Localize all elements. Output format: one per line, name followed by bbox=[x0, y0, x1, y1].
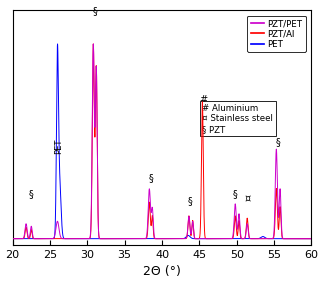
Text: §: § bbox=[29, 189, 34, 199]
Text: PET: PET bbox=[54, 139, 63, 154]
Text: # Aluminium
¤ Stainless steel
§ PZT: # Aluminium ¤ Stainless steel § PZT bbox=[202, 104, 273, 134]
X-axis label: 2Θ (°): 2Θ (°) bbox=[143, 266, 181, 278]
Text: §: § bbox=[188, 196, 193, 206]
Legend: PZT/PET, PZT/Al, PET: PZT/PET, PZT/Al, PET bbox=[248, 16, 306, 52]
Text: §: § bbox=[233, 189, 238, 199]
Text: ¤: ¤ bbox=[245, 194, 251, 204]
Text: §: § bbox=[275, 137, 280, 147]
Text: §: § bbox=[148, 173, 153, 183]
Text: §: § bbox=[92, 6, 97, 16]
Text: #: # bbox=[199, 95, 207, 105]
